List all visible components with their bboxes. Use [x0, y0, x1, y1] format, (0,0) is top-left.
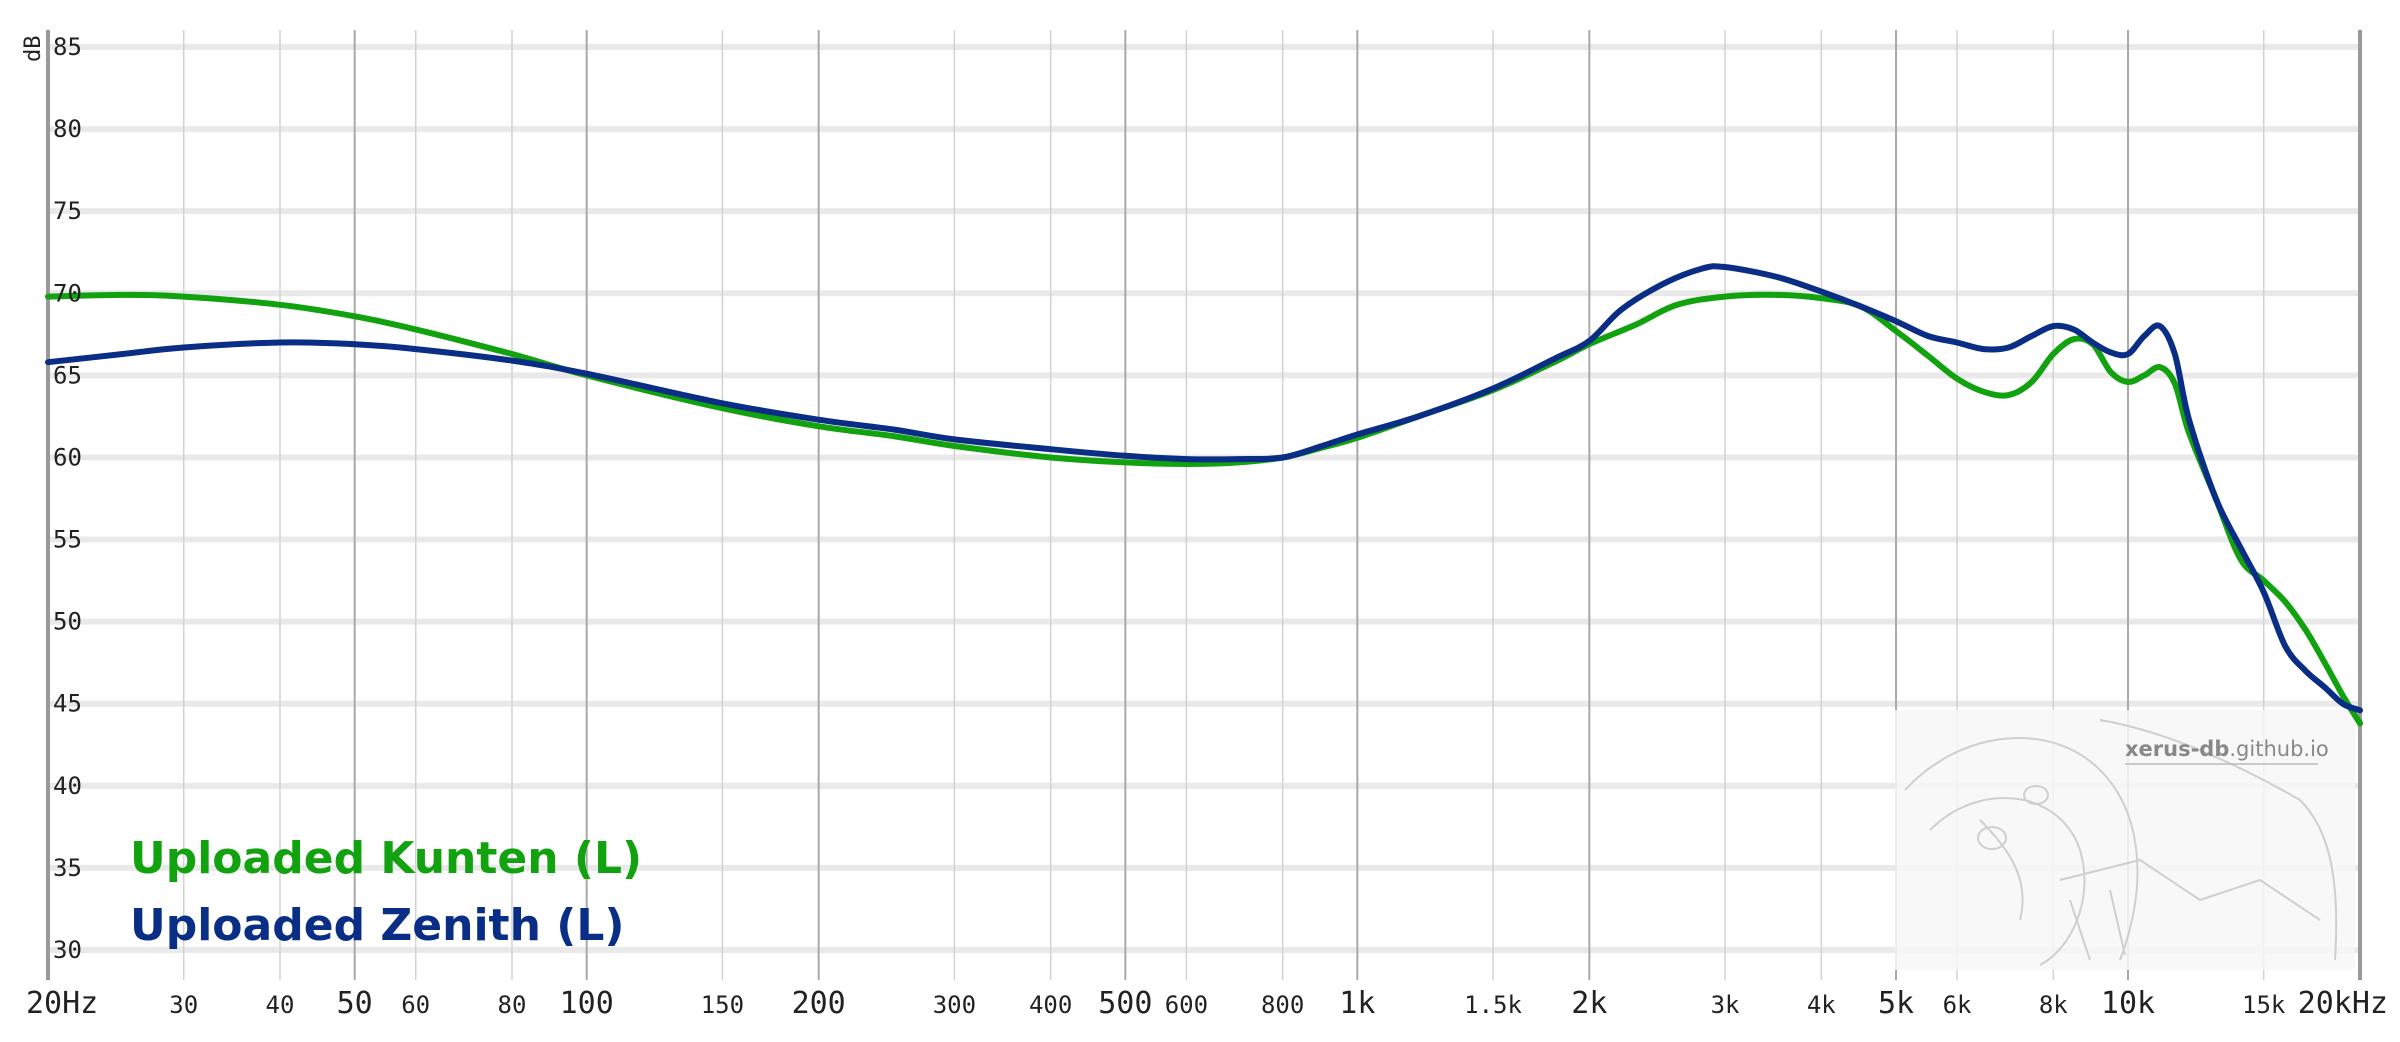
x-tick-label: 2k [1571, 986, 1607, 1021]
x-tick-label: 30 [169, 991, 198, 1019]
watermark-sketch [1904, 719, 2338, 966]
y-tick-label: 70 [53, 279, 82, 307]
y-axis-label: dB [21, 36, 46, 63]
x-tick-label: 15k [2242, 991, 2286, 1019]
legend-entry-kunten: Uploaded Kunten (L) [130, 833, 642, 884]
x-tick-label: 20Hz [26, 986, 98, 1021]
watermark-text: xerus-db.github.io [2125, 737, 2329, 761]
x-tick-label: 6k [1943, 991, 1972, 1019]
x-tick-label: 50 [337, 986, 373, 1021]
x-tick-label: 5k [1878, 986, 1914, 1021]
y-tick-label: 55 [53, 526, 82, 554]
watermark: xerus-db.github.io [1895, 710, 2355, 970]
x-tick-label: 60 [401, 991, 430, 1019]
x-tick-label: 300 [933, 991, 976, 1019]
x-tick-label: 4k [1807, 991, 1836, 1019]
series-line-kunten [45, 291, 2363, 727]
x-tick-label: 8k [2039, 991, 2068, 1019]
y-tick-label: 50 [53, 608, 82, 636]
legend-entry-zenith: Uploaded Zenith (L) [130, 900, 624, 951]
y-tick-label: 45 [53, 690, 82, 718]
x-tick-label: 500 [1098, 986, 1152, 1021]
legend: Uploaded Kunten (L) Uploaded Zenith (L) [130, 833, 642, 951]
x-tick-label: 600 [1165, 991, 1208, 1019]
series-line-zenith [45, 263, 2363, 714]
x-tick-label: 3k [1711, 991, 1740, 1019]
x-tick-label: 10k [2101, 986, 2155, 1021]
y-tick-label: 35 [53, 854, 82, 882]
x-tick-label: 20kHz [2298, 986, 2388, 1021]
watermark-area [1895, 710, 2355, 970]
y-tick-label: 85 [53, 33, 82, 61]
y-tick-label: 65 [53, 361, 82, 389]
x-tick-label: 40 [266, 991, 295, 1019]
curve-layer [45, 263, 2363, 727]
x-tick-label: 200 [792, 986, 846, 1021]
y-tick-label: 80 [53, 115, 82, 143]
y-tick-label: 60 [53, 443, 82, 471]
x-tick-label: 1k [1339, 986, 1375, 1021]
y-tick-label: 30 [53, 936, 82, 964]
label-layer: 85 80 75 70 65 60 55 50 45 40 35 30 20Hz 30 40 50 60 80 10… [21, 33, 2388, 1021]
x-tick-label: 150 [701, 991, 744, 1019]
x-tick-label: 80 [498, 991, 527, 1019]
y-tick-label: 75 [53, 197, 82, 225]
x-tick-label: 800 [1261, 991, 1304, 1019]
x-tick-label: 1.5k [1464, 991, 1522, 1019]
x-tick-label: 400 [1029, 991, 1072, 1019]
y-tick-label: 40 [53, 772, 82, 800]
x-tick-label: 100 [560, 986, 614, 1021]
